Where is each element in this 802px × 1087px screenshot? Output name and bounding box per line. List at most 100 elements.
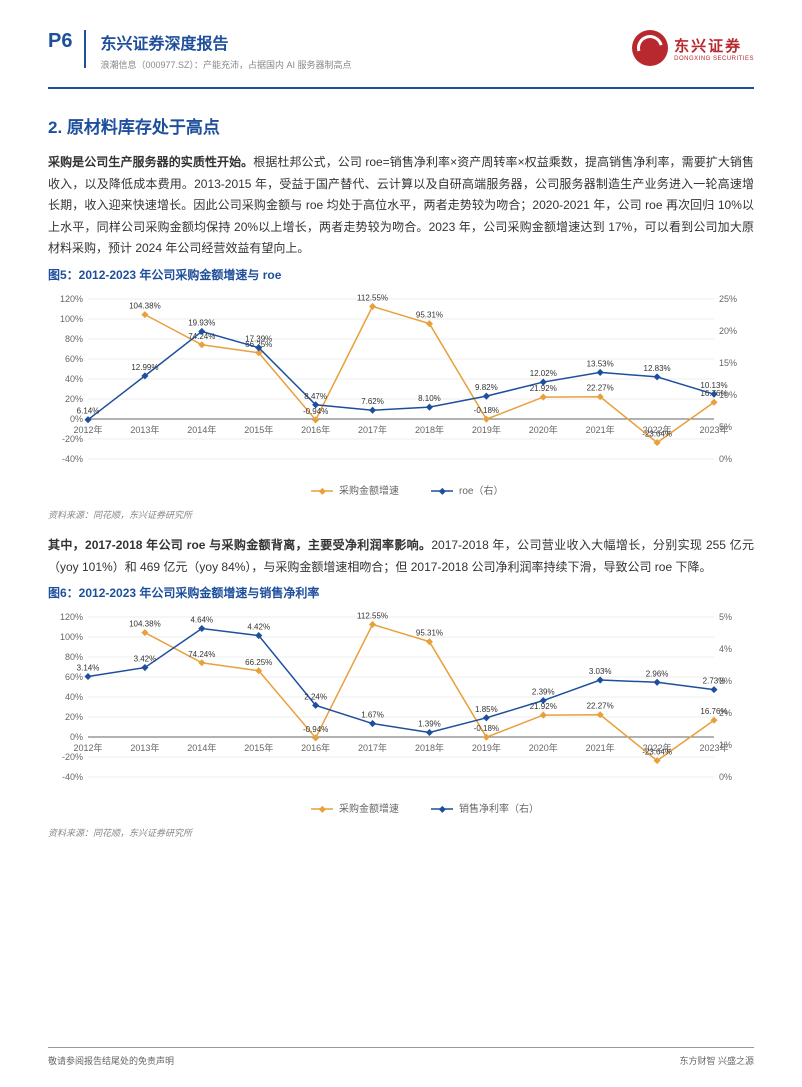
- svg-text:2012年: 2012年: [73, 424, 102, 435]
- svg-text:2.96%: 2.96%: [646, 669, 669, 678]
- svg-text:16.76%: 16.76%: [700, 707, 727, 716]
- svg-text:2023年: 2023年: [699, 742, 728, 753]
- svg-text:2021年: 2021年: [586, 424, 615, 435]
- svg-text:12.83%: 12.83%: [644, 364, 671, 373]
- svg-text:2.39%: 2.39%: [532, 688, 555, 697]
- chart2-title: 图6：2012-2023 年公司采购金额增速与销售净利率: [48, 584, 754, 601]
- svg-text:6.14%: 6.14%: [77, 407, 100, 416]
- svg-text:2015年: 2015年: [244, 424, 273, 435]
- main-content: 2. 原材料库存处于高点 采购是公司生产服务器的实质性开始。根据杜邦公式，公司 …: [0, 89, 802, 839]
- svg-text:3.42%: 3.42%: [134, 655, 157, 664]
- svg-text:2018年: 2018年: [415, 742, 444, 753]
- svg-text:-20%: -20%: [62, 434, 83, 444]
- svg-text:-20%: -20%: [62, 752, 83, 762]
- svg-text:120%: 120%: [60, 294, 83, 304]
- svg-text:采购金额增速: 采购金额增速: [339, 484, 399, 497]
- svg-text:20%: 20%: [65, 394, 83, 404]
- logo-cn: 东兴证券: [674, 35, 754, 56]
- svg-text:25%: 25%: [719, 294, 737, 304]
- svg-text:2023年: 2023年: [699, 424, 728, 435]
- svg-text:2015年: 2015年: [244, 742, 273, 753]
- svg-text:112.55%: 112.55%: [357, 612, 388, 621]
- svg-text:40%: 40%: [65, 374, 83, 384]
- svg-text:104.38%: 104.38%: [129, 620, 161, 629]
- footer-left: 敬请参阅报告结尾处的免责声明: [48, 1054, 174, 1067]
- chart1-title: 图5：2012-2023 年公司采购金额增速与 roe: [48, 266, 754, 283]
- svg-text:120%: 120%: [60, 612, 83, 622]
- svg-text:19.93%: 19.93%: [188, 318, 215, 327]
- svg-text:100%: 100%: [60, 314, 83, 324]
- svg-text:95.31%: 95.31%: [416, 311, 443, 320]
- svg-text:10.13%: 10.13%: [700, 381, 727, 390]
- svg-text:1.85%: 1.85%: [475, 705, 498, 714]
- svg-text:80%: 80%: [65, 334, 83, 344]
- svg-text:20%: 20%: [719, 326, 737, 336]
- footer-rule: [48, 1047, 754, 1048]
- svg-text:12.99%: 12.99%: [131, 363, 158, 372]
- footer-row: 敬请参阅报告结尾处的免责声明 东方财智 兴盛之源: [48, 1054, 754, 1067]
- svg-text:66.25%: 66.25%: [245, 658, 272, 667]
- chart2-source: 资料来源：同花顺，东兴证券研究所: [48, 826, 754, 839]
- svg-text:0%: 0%: [719, 454, 732, 464]
- svg-text:104.38%: 104.38%: [129, 302, 161, 311]
- svg-text:3.14%: 3.14%: [77, 664, 100, 673]
- page-footer: 敬请参阅报告结尾处的免责声明 东方财智 兴盛之源: [0, 1047, 802, 1067]
- page-header: P6 东兴证券深度报告 浪潮信息（000977.SZ）：产能充沛，占据国内 AI…: [0, 0, 802, 81]
- svg-text:销售净利率（右）: 销售净利率（右）: [459, 802, 539, 815]
- svg-text:2016年: 2016年: [301, 424, 330, 435]
- svg-text:12.02%: 12.02%: [530, 369, 557, 378]
- svg-text:2019年: 2019年: [472, 742, 501, 753]
- svg-text:2020年: 2020年: [529, 742, 558, 753]
- svg-text:4%: 4%: [719, 644, 732, 654]
- svg-text:20%: 20%: [65, 712, 83, 722]
- svg-text:2020年: 2020年: [529, 424, 558, 435]
- svg-text:2017年: 2017年: [358, 742, 387, 753]
- svg-text:2014年: 2014年: [187, 742, 216, 753]
- header-titles: 东兴证券深度报告 浪潮信息（000977.SZ）：产能充沛，占据国内 AI 服务…: [100, 30, 351, 71]
- svg-text:0%: 0%: [70, 732, 83, 742]
- report-title: 东兴证券深度报告: [100, 30, 351, 54]
- section-title: 2. 原材料库存处于高点: [48, 113, 754, 138]
- logo-text: 东兴证券 DONGXING SECURITIES: [674, 35, 754, 62]
- svg-text:-0.94%: -0.94%: [303, 725, 328, 734]
- svg-text:60%: 60%: [65, 672, 83, 682]
- svg-text:40%: 40%: [65, 692, 83, 702]
- footer-right: 东方财智 兴盛之源: [679, 1054, 754, 1067]
- svg-text:-23.64%: -23.64%: [642, 430, 672, 439]
- svg-text:7.62%: 7.62%: [361, 397, 384, 406]
- paragraph-2: 其中，2017-2018 年公司 roe 与采购金额背离，主要受净利润率影响。2…: [48, 535, 754, 578]
- svg-text:-40%: -40%: [62, 454, 83, 464]
- svg-text:2013年: 2013年: [130, 742, 159, 753]
- svg-text:-23.64%: -23.64%: [642, 748, 672, 757]
- chart1-source: 资料来源：同花顺，东兴证券研究所: [48, 508, 754, 521]
- svg-text:2014年: 2014年: [187, 424, 216, 435]
- report-subtitle: 浪潮信息（000977.SZ）：产能充沛，占据国内 AI 服务器制高点: [100, 58, 351, 71]
- chart2: -40%-20%0%20%40%60%80%100%120%0%1%2%3%4%…: [48, 607, 754, 817]
- svg-text:采购金额增速: 采购金额增速: [339, 802, 399, 815]
- para1-text: 根据杜邦公式，公司 roe=销售净利率×资产周转率×权益乘数，提高销售净利率，需…: [48, 155, 754, 255]
- svg-text:2.73%: 2.73%: [703, 677, 726, 686]
- svg-text:1.39%: 1.39%: [418, 720, 441, 729]
- header-divider: [84, 30, 86, 68]
- svg-text:1.67%: 1.67%: [361, 711, 384, 720]
- svg-text:roe（右）: roe（右）: [459, 484, 503, 497]
- svg-text:-40%: -40%: [62, 772, 83, 782]
- svg-text:100%: 100%: [60, 632, 83, 642]
- svg-text:13.53%: 13.53%: [587, 359, 614, 368]
- svg-text:2013年: 2013年: [130, 424, 159, 435]
- svg-text:8.10%: 8.10%: [418, 394, 441, 403]
- svg-text:-0.18%: -0.18%: [474, 724, 499, 733]
- svg-text:80%: 80%: [65, 652, 83, 662]
- company-logo: 东兴证券 DONGXING SECURITIES: [632, 30, 754, 66]
- para2-bold: 其中，2017-2018 年公司 roe 与采购金额背离，主要受净利润率影响。: [48, 538, 431, 552]
- page-number: P6: [48, 30, 72, 53]
- svg-text:3.03%: 3.03%: [589, 667, 612, 676]
- svg-text:0%: 0%: [719, 772, 732, 782]
- svg-text:2021年: 2021年: [586, 742, 615, 753]
- svg-text:2017年: 2017年: [358, 424, 387, 435]
- svg-text:2018年: 2018年: [415, 424, 444, 435]
- svg-text:9.82%: 9.82%: [475, 383, 498, 392]
- svg-text:-0.18%: -0.18%: [474, 406, 499, 415]
- logo-en: DONGXING SECURITIES: [674, 56, 754, 62]
- svg-text:2019年: 2019年: [472, 424, 501, 435]
